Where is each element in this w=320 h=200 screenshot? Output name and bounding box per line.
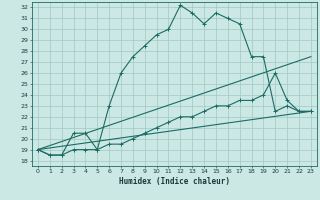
X-axis label: Humidex (Indice chaleur): Humidex (Indice chaleur) bbox=[119, 177, 230, 186]
